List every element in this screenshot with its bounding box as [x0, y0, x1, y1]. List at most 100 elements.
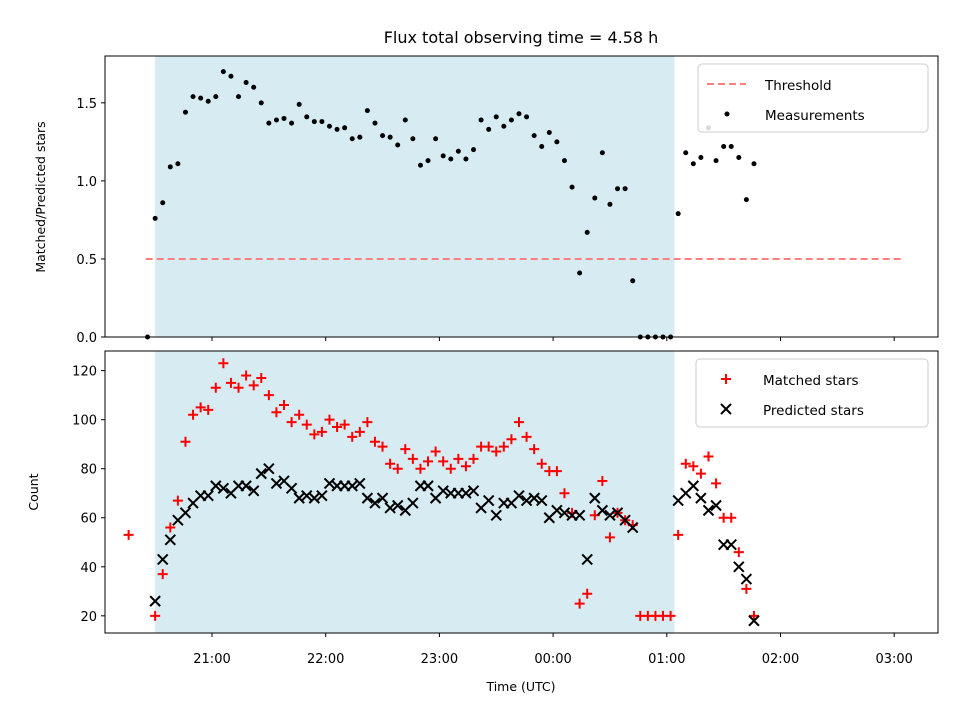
- predicted-star-point: [323, 477, 336, 490]
- matched-star-point: [301, 419, 312, 430]
- predicted-star-point: [558, 507, 571, 519]
- matched-star-point: [392, 463, 403, 474]
- measurement-point: [440, 153, 446, 159]
- measurement-point: [569, 184, 575, 190]
- predicted-star-point: [149, 595, 161, 607]
- measurement-point: [584, 229, 590, 235]
- measurement-point: [615, 186, 621, 192]
- matched-star-point: [695, 468, 706, 479]
- matched-star-point: [248, 380, 259, 391]
- series-predicted-stars: [149, 462, 760, 627]
- matched-star-point: [195, 402, 206, 413]
- predicted-star-point: [354, 477, 366, 490]
- measurement-point: [721, 144, 727, 150]
- predicted-star-point: [392, 499, 404, 512]
- measurement-point: [402, 117, 408, 123]
- measurement-point: [364, 108, 370, 114]
- measurement-point: [508, 117, 514, 123]
- measurement-point: [455, 148, 461, 154]
- measurement-point: [395, 142, 401, 148]
- y-tick-label: 20: [80, 610, 97, 625]
- legend-box: [695, 358, 929, 428]
- predicted-star-point: [437, 485, 449, 497]
- predicted-star-point: [725, 539, 737, 551]
- matched-star-point: [165, 522, 176, 533]
- measurement-point: [228, 73, 234, 79]
- measurement-point: [607, 201, 613, 207]
- matched-star-point: [256, 372, 267, 383]
- bottom-y-axis-label: Count: [26, 473, 41, 510]
- legend-matched-swatch: [721, 374, 731, 384]
- matched-star-point: [309, 429, 320, 440]
- y-tick-label: 1.0: [76, 175, 97, 190]
- predicted-star-point: [513, 489, 525, 502]
- legend-measurements-swatch: [724, 111, 730, 117]
- matched-star-point: [157, 569, 168, 580]
- matched-star-point: [407, 453, 418, 464]
- measurement-point: [160, 200, 166, 206]
- y-tick-label: 120: [72, 365, 97, 380]
- measurement-point: [561, 158, 567, 164]
- matched-star-point: [385, 458, 396, 469]
- observing-span: [155, 56, 675, 337]
- matched-star-point: [597, 475, 608, 486]
- x-tick-label: 00:00: [534, 652, 571, 667]
- measurement-point: [410, 136, 416, 142]
- predicted-star-point: [217, 482, 230, 495]
- measurement-point: [713, 158, 719, 164]
- matched-star-point: [210, 382, 221, 393]
- measurement-point: [334, 126, 340, 132]
- x-tick-label: 03:00: [875, 652, 912, 667]
- measurement-point: [281, 115, 287, 121]
- y-tick-label: 0.0: [76, 331, 97, 346]
- measurement-point: [471, 147, 477, 153]
- x-tick-label: 02:00: [762, 652, 799, 667]
- predicted-star-point: [240, 480, 252, 492]
- predicted-star-point: [179, 507, 192, 519]
- legend-box: [697, 63, 929, 133]
- measurement-point: [205, 98, 211, 104]
- measurement-point: [501, 123, 507, 129]
- measurement-point: [478, 117, 484, 123]
- predicted-star-point: [384, 502, 396, 514]
- matched-star-point: [218, 358, 229, 369]
- measurement-point: [304, 114, 310, 120]
- measurement-point: [577, 270, 583, 276]
- x-tick-label: 21:00: [193, 652, 230, 667]
- series-measurements: [145, 69, 757, 340]
- matched-star-point: [354, 426, 365, 437]
- predicted-star-point: [702, 504, 715, 517]
- matched-star-point: [339, 419, 350, 430]
- bottom-panel: 20 40 60 80 100 120 21:00 22:00 23:00 00:00 01:00 0…: [72, 350, 939, 667]
- matched-star-point: [604, 532, 615, 543]
- matched-star-point: [362, 417, 373, 428]
- measurement-point: [311, 119, 317, 125]
- measurement-point: [342, 125, 348, 131]
- matched-star-point: [551, 466, 562, 477]
- top-y-axis-label: Matched/Predicted stars: [33, 121, 48, 272]
- predicted-star-point: [740, 573, 753, 585]
- measurement-point: [326, 123, 332, 129]
- measurement-point: [258, 100, 264, 106]
- predicted-star-point: [573, 509, 586, 522]
- matched-star-point: [483, 441, 494, 452]
- measurement-point: [175, 161, 181, 167]
- measurement-point: [417, 162, 423, 168]
- y-tick-label: 1.5: [76, 97, 97, 112]
- matched-star-point: [324, 414, 335, 425]
- matched-star-point: [703, 451, 714, 462]
- predicted-star-point: [710, 499, 722, 512]
- measurement-point: [266, 120, 272, 126]
- matched-star-point: [279, 399, 290, 410]
- measurement-point: [152, 215, 158, 221]
- y-tick-label: 80: [80, 463, 97, 478]
- measurement-point: [751, 161, 757, 167]
- matched-star-point: [347, 431, 358, 442]
- matched-star-point: [225, 377, 236, 388]
- measurement-point: [622, 186, 628, 192]
- predicted-star-point: [536, 494, 548, 507]
- x-tick-label: 01:00: [648, 652, 685, 667]
- matched-star-point: [574, 598, 585, 609]
- measurement-point: [486, 126, 492, 132]
